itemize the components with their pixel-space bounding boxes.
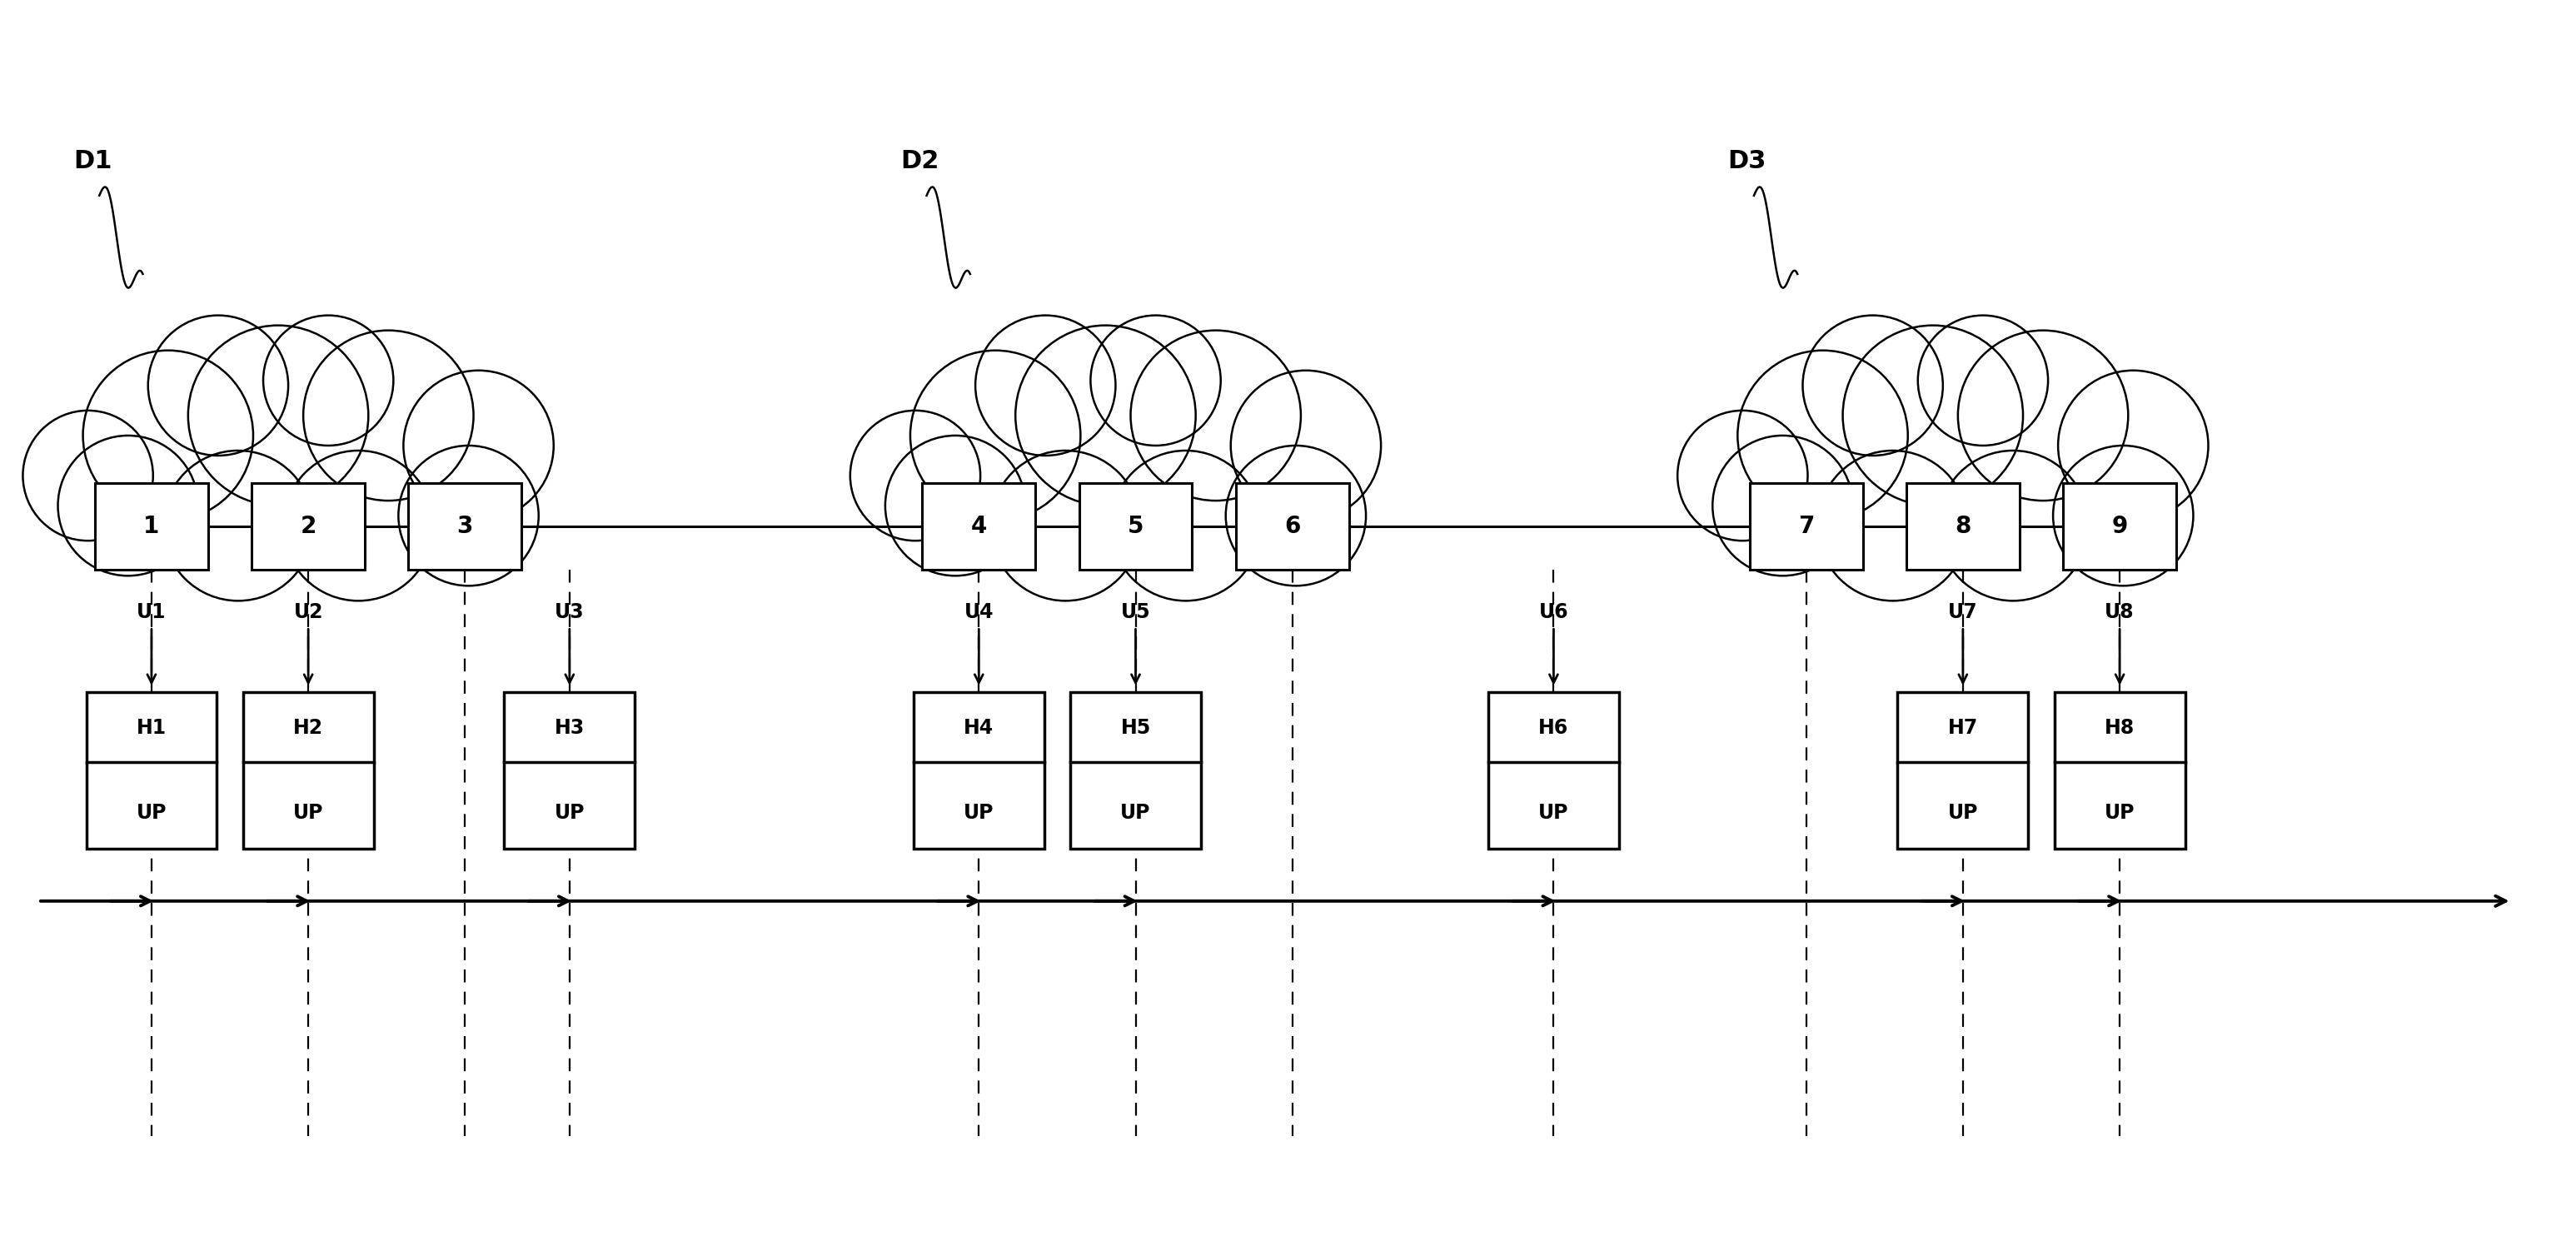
Bar xyxy=(2063,483,2177,570)
Text: U6: U6 xyxy=(1538,602,1569,623)
Bar xyxy=(914,692,1043,849)
Circle shape xyxy=(2058,371,2208,520)
Text: UP: UP xyxy=(294,802,325,823)
Text: 1: 1 xyxy=(144,515,160,538)
Circle shape xyxy=(399,445,538,586)
Circle shape xyxy=(1677,410,1808,540)
Circle shape xyxy=(147,315,289,456)
Circle shape xyxy=(263,315,394,445)
Circle shape xyxy=(82,351,252,520)
Text: U5: U5 xyxy=(1121,602,1151,623)
Text: 2: 2 xyxy=(301,515,317,538)
Bar xyxy=(2056,692,2184,849)
Text: U7: U7 xyxy=(1947,602,1978,623)
Bar xyxy=(410,483,520,570)
Text: H1: H1 xyxy=(137,718,167,738)
Circle shape xyxy=(1231,371,1381,520)
Text: H3: H3 xyxy=(554,718,585,738)
Bar xyxy=(1079,483,1193,570)
Text: D2: D2 xyxy=(902,148,940,173)
Text: U2: U2 xyxy=(294,602,322,623)
Text: UP: UP xyxy=(1121,802,1151,823)
Circle shape xyxy=(1131,330,1301,501)
Text: UP: UP xyxy=(554,802,585,823)
Text: H5: H5 xyxy=(1121,718,1151,738)
Text: 7: 7 xyxy=(1798,515,1814,538)
Circle shape xyxy=(989,451,1141,601)
Circle shape xyxy=(1803,315,1942,456)
Text: 5: 5 xyxy=(1128,515,1144,538)
Circle shape xyxy=(909,351,1079,520)
Text: UP: UP xyxy=(963,802,994,823)
Circle shape xyxy=(1958,330,2128,501)
Text: UP: UP xyxy=(1538,802,1569,823)
Text: D3: D3 xyxy=(1728,148,1767,173)
Bar xyxy=(95,483,209,570)
Bar xyxy=(1236,483,1350,570)
Text: 6: 6 xyxy=(1285,515,1301,538)
Circle shape xyxy=(23,410,152,540)
Circle shape xyxy=(1842,325,2022,506)
Circle shape xyxy=(1739,351,1909,520)
Bar xyxy=(505,692,634,849)
Circle shape xyxy=(1090,315,1221,445)
Circle shape xyxy=(404,371,554,520)
Bar xyxy=(1749,483,1862,570)
Bar xyxy=(1069,692,1200,849)
Text: 3: 3 xyxy=(456,515,474,538)
Bar xyxy=(1489,692,1618,849)
Text: 4: 4 xyxy=(971,515,987,538)
Text: H6: H6 xyxy=(1538,718,1569,738)
Circle shape xyxy=(162,451,314,601)
Text: U1: U1 xyxy=(137,602,167,623)
Text: 8: 8 xyxy=(1955,515,1971,538)
Circle shape xyxy=(1226,445,1365,586)
Text: H4: H4 xyxy=(963,718,994,738)
Text: H8: H8 xyxy=(2105,718,2136,738)
Circle shape xyxy=(57,435,198,576)
Text: UP: UP xyxy=(1947,802,1978,823)
Bar xyxy=(252,483,366,570)
Text: D1: D1 xyxy=(72,148,111,173)
Circle shape xyxy=(188,325,368,506)
Text: UP: UP xyxy=(2105,802,2136,823)
Circle shape xyxy=(2053,445,2192,586)
Text: 9: 9 xyxy=(2112,515,2128,538)
Circle shape xyxy=(1819,451,1968,601)
Text: U4: U4 xyxy=(963,602,994,623)
Circle shape xyxy=(1110,451,1260,601)
Bar xyxy=(242,692,374,849)
Circle shape xyxy=(1919,315,2048,445)
Circle shape xyxy=(1713,435,1852,576)
Circle shape xyxy=(304,330,474,501)
Circle shape xyxy=(283,451,433,601)
Text: H2: H2 xyxy=(294,718,325,738)
Circle shape xyxy=(1937,451,2089,601)
Bar xyxy=(85,692,216,849)
Circle shape xyxy=(850,410,981,540)
Text: UP: UP xyxy=(137,802,167,823)
Bar xyxy=(922,483,1036,570)
Bar xyxy=(1899,692,2027,849)
Text: H7: H7 xyxy=(1947,718,1978,738)
Text: U8: U8 xyxy=(2105,602,2136,623)
Circle shape xyxy=(976,315,1115,456)
Bar xyxy=(1906,483,2020,570)
Circle shape xyxy=(886,435,1025,576)
Circle shape xyxy=(1015,325,1195,506)
Text: U3: U3 xyxy=(554,602,585,623)
